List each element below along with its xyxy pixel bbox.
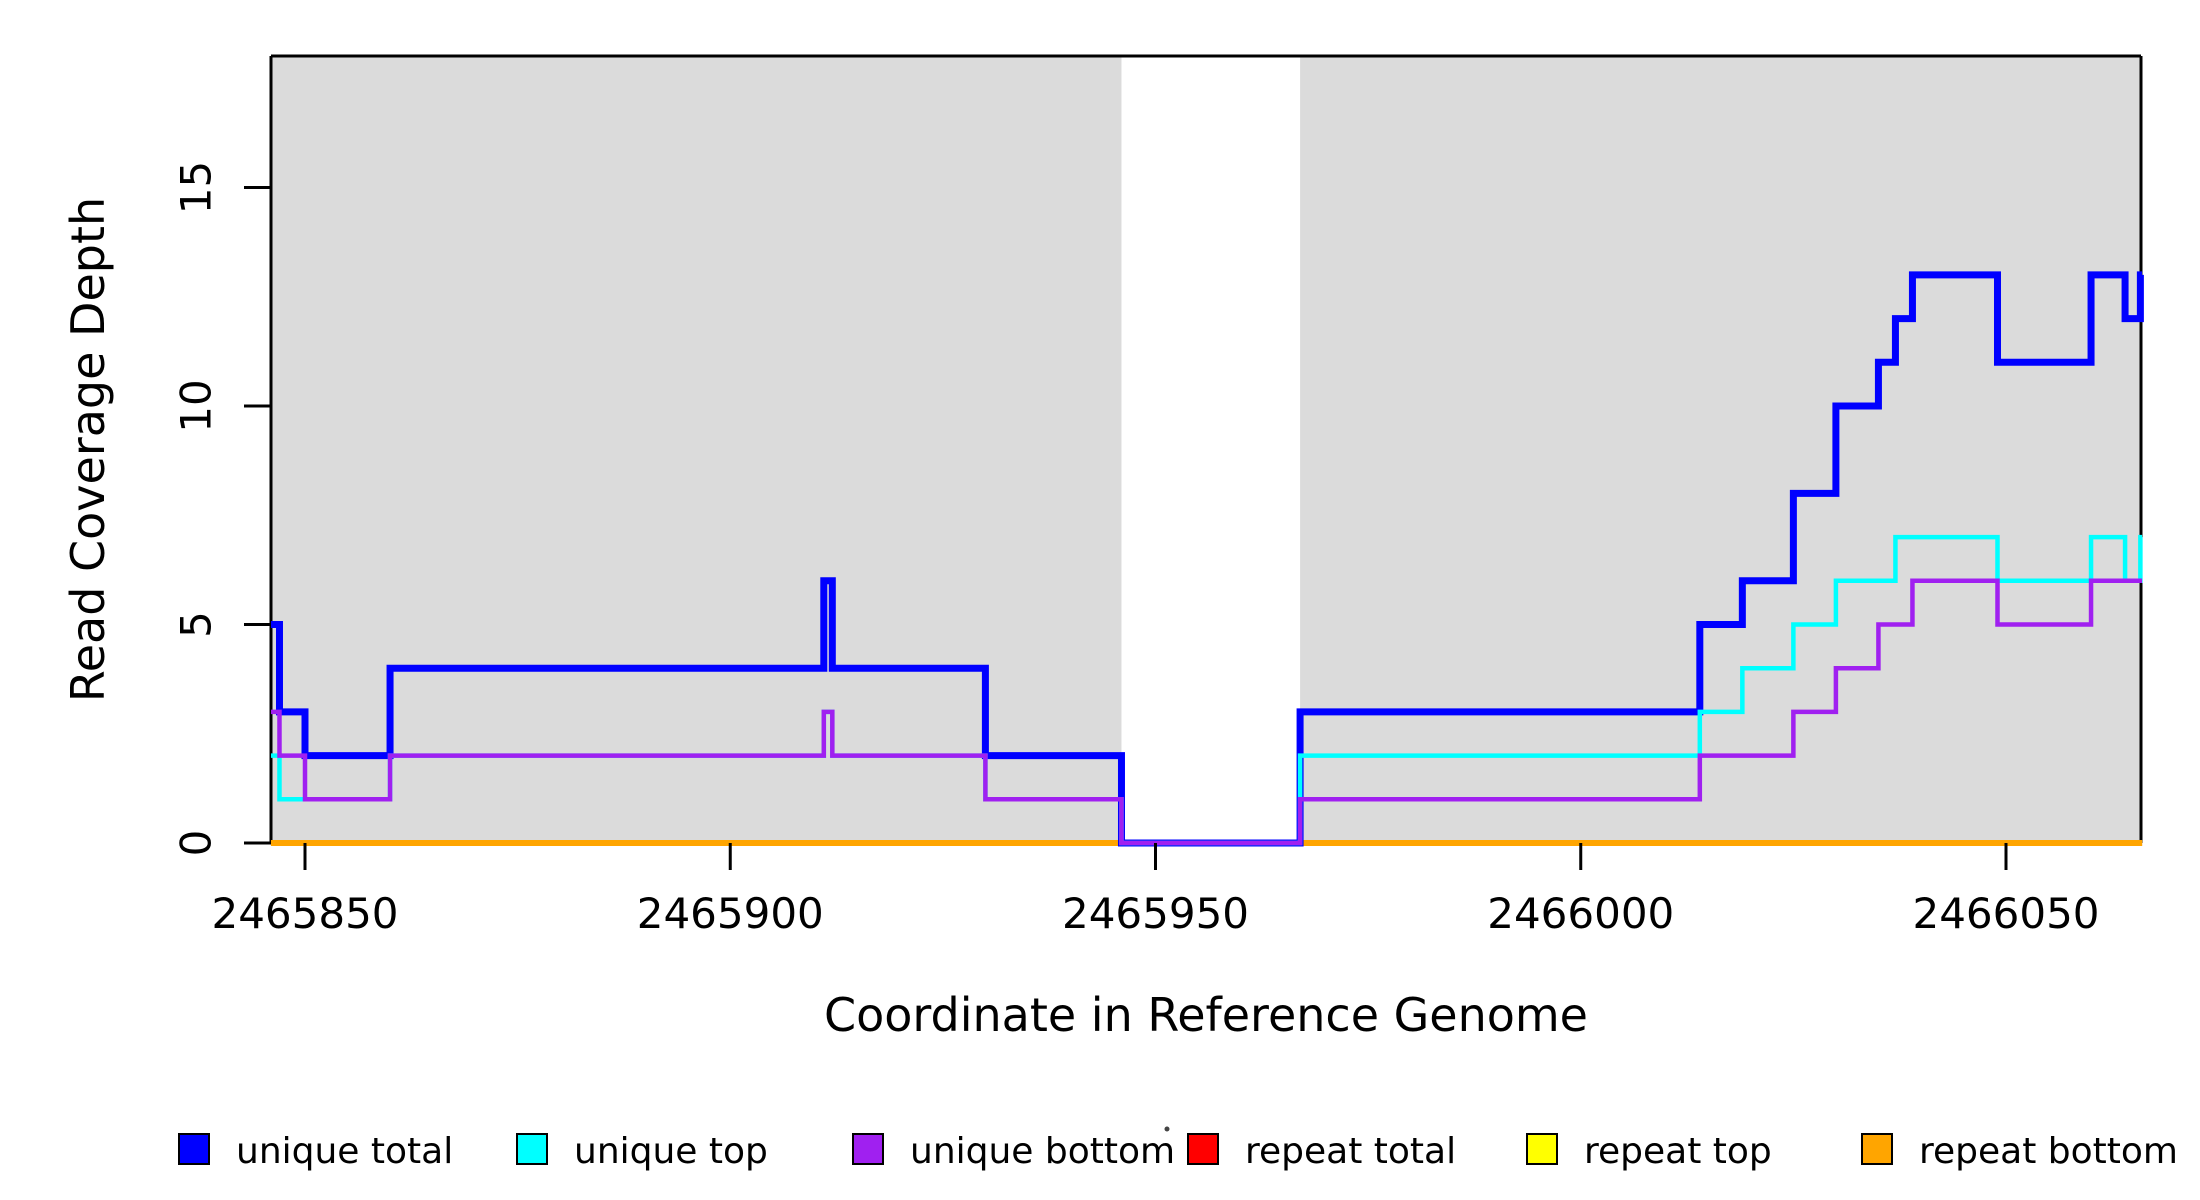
stray-dot	[1164, 1126, 1170, 1132]
legend-swatch-unique-total	[178, 1133, 210, 1165]
x-axis-title: Coordinate in Reference Genome	[824, 988, 1588, 1042]
y-tick-label: 0	[172, 830, 221, 857]
legend-label-unique-bottom: unique bottom	[910, 1131, 1175, 1172]
series-line-unique-bottom	[270, 578, 2143, 846]
x-tick-label: 2465850	[211, 889, 398, 938]
legend-swatch-repeat-bottom	[1861, 1133, 1893, 1165]
x-tick-label: 2465950	[1062, 889, 1249, 938]
unique-region-shade-1	[270, 56, 1122, 843]
series-line-unique-total	[270, 271, 2144, 847]
legend-label-unique-top: unique top	[574, 1131, 768, 1172]
unique-region-shade-2	[1300, 56, 2143, 843]
legend-label-repeat-bottom: repeat bottom	[1919, 1131, 2178, 1172]
y-tick-label: 10	[172, 379, 221, 432]
x-tick-label: 2465900	[637, 889, 824, 938]
legend-swatch-unique-bottom	[852, 1133, 884, 1165]
y-tick-label: 5	[172, 611, 221, 638]
legend-label-repeat-total: repeat total	[1245, 1131, 1456, 1172]
y-tick-label: 15	[172, 161, 221, 214]
legend-swatch-repeat-top	[1526, 1133, 1558, 1165]
legend-swatch-unique-top	[516, 1133, 548, 1165]
y-axis-title: Read Coverage Depth	[61, 197, 115, 702]
legend-swatch-repeat-total	[1187, 1133, 1219, 1165]
x-tick-label: 2466050	[1912, 889, 2099, 938]
x-tick-label: 2466000	[1487, 889, 1674, 938]
legend-label-unique-total: unique total	[236, 1131, 453, 1172]
legend-label-repeat-top: repeat top	[1584, 1131, 1772, 1172]
